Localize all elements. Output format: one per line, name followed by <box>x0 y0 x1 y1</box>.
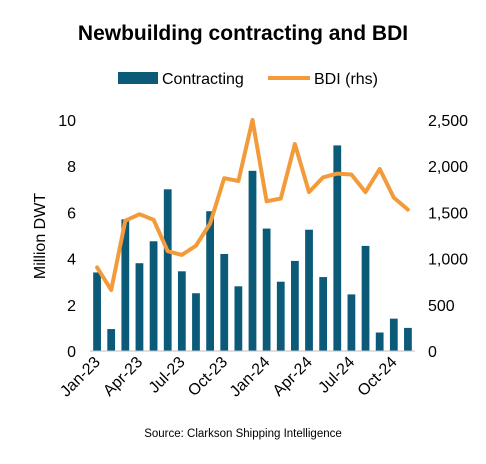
bar-contracting <box>163 189 172 351</box>
bar-contracting <box>93 272 101 351</box>
bar-contracting <box>107 329 116 351</box>
y2-tick-label: 0 <box>428 344 437 361</box>
bar-contracting <box>319 277 328 351</box>
y2-tick-label: 2,000 <box>428 159 468 176</box>
y-tick-label: 10 <box>58 113 76 130</box>
bar-contracting <box>206 211 214 351</box>
y-axis-title: Million DWT <box>32 193 49 279</box>
bar-contracting <box>361 245 370 351</box>
x-tick-label: Oct-24 <box>355 354 401 400</box>
bar-contracting <box>375 332 384 351</box>
y2-tick-label: 1,000 <box>428 252 468 269</box>
y-axis: 0 2 4 6 8 10 <box>58 113 76 361</box>
bar-contracting <box>262 228 271 351</box>
y-tick-label: 0 <box>67 344 76 361</box>
bar-contracting <box>333 145 342 351</box>
bar-contracting <box>347 294 356 351</box>
legend-label-contracting: Contracting <box>162 71 244 88</box>
bar-contracting <box>135 263 144 351</box>
bdi-line <box>95 118 410 292</box>
bar-contracting <box>234 286 243 351</box>
x-tick-label: Apr-23 <box>100 354 146 400</box>
y2-tick-label: 2,500 <box>428 113 468 130</box>
bar-contracting <box>220 253 229 351</box>
y-tick-label: 4 <box>67 252 76 269</box>
bar-contracting <box>248 170 257 351</box>
y-tick-label: 8 <box>67 159 76 176</box>
y-tick-label: 2 <box>67 298 76 315</box>
y-tick-label: 6 <box>67 205 76 222</box>
x-tick-label: Jan-23 <box>57 354 104 401</box>
bar-contracting <box>389 318 398 351</box>
y2-tick-label: 500 <box>428 298 455 315</box>
bars <box>93 145 412 351</box>
bar-contracting <box>121 219 130 351</box>
x-tick-label: Jan-24 <box>227 354 274 401</box>
y2-tick-label: 1,500 <box>428 205 468 222</box>
bar-contracting <box>291 260 299 351</box>
x-tick-label: Jul-24 <box>315 354 358 397</box>
x-tick-label: Jul-23 <box>146 354 189 397</box>
source-note: Source: Clarkson Shipping Intelligence <box>144 428 342 440</box>
bar-contracting <box>276 281 285 351</box>
x-tick-label: Apr-24 <box>270 354 316 400</box>
chart-title: Newbuilding contracting and BDI <box>78 22 408 45</box>
legend-swatch-contracting <box>118 72 158 84</box>
x-tick-label: Oct-23 <box>185 354 231 400</box>
bar-contracting <box>192 293 200 351</box>
bar-contracting <box>404 327 412 351</box>
legend: Contracting BDI (rhs) <box>118 71 378 88</box>
legend-label-bdi: BDI (rhs) <box>314 71 378 88</box>
bar-contracting <box>149 241 158 351</box>
bar-contracting <box>305 229 313 351</box>
y2-axis: 0 500 1,000 1,500 2,000 2,500 <box>428 113 468 361</box>
bar-contracting <box>177 271 186 351</box>
